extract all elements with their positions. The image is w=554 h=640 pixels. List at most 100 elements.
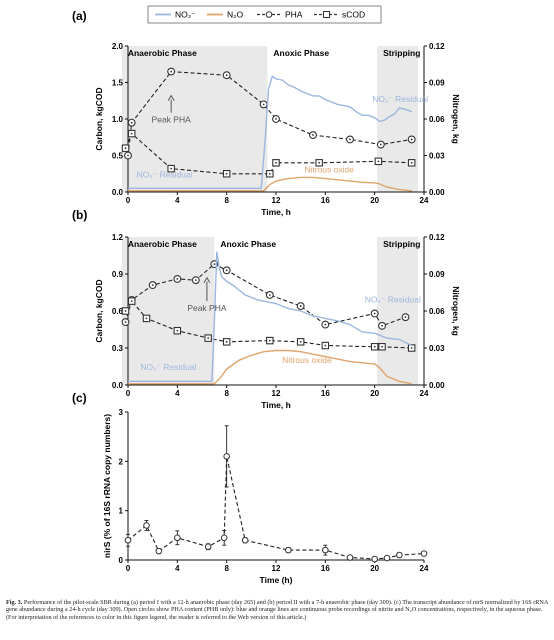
series-nirs-0-point (155, 547, 163, 555)
series-pha-0-point-dot (262, 103, 265, 106)
chart-a: (a) Anaerobic Phase Anoxic Phase Stripping 0… (72, 9, 461, 217)
series-scod-1-point-dot (299, 340, 302, 343)
series-pha-0-point-dot (381, 324, 383, 327)
series-nirs-0-point (220, 534, 228, 542)
x-tick-label: 4 (175, 389, 180, 398)
y2-axis-title: Nitrogen, kg (451, 286, 461, 336)
x-tick-label: 12 (272, 564, 281, 573)
x-tick-label: 4 (175, 564, 180, 573)
series-scod-1-point-dot (410, 161, 413, 164)
series-scod-1-line (124, 132, 412, 175)
x-tick-label: 8 (224, 564, 229, 573)
y-axis-title: Carbon, kgCOD (94, 279, 104, 342)
panel-label: (b) (72, 208, 87, 222)
annotation-1: NO₂⁻ Residual (140, 362, 196, 372)
y-tick-label: 0.9 (112, 270, 124, 279)
legend-pha-marker (265, 11, 273, 18)
y-tick-label: 0.5 (112, 152, 124, 161)
y-tick-label: 0.0 (112, 381, 124, 390)
x-tick-label: 4 (175, 196, 180, 205)
series-pha-0-point-dot (379, 143, 382, 146)
series-nirs-0-point (143, 522, 150, 529)
annotation-0: Peak PHA (187, 303, 227, 313)
series-nirs-0-point (204, 543, 212, 550)
series-scod-1-point-dot (124, 310, 127, 312)
series-pha-0-point-dot (275, 118, 277, 120)
phase-label-0: Anaerobic Phase (128, 48, 197, 58)
x-tick-label: 20 (370, 196, 379, 205)
series-pha-0-point-dot (176, 278, 179, 280)
x-tick-label: 24 (420, 564, 429, 573)
annotation-2: NO₂⁻ Residual (372, 94, 428, 104)
legend-pha-label: PHA (285, 10, 303, 20)
series-pha-0-point-dot (225, 269, 228, 272)
series-pha-0-point-dot (299, 305, 302, 307)
y2-tick-label: 0.12 (429, 42, 445, 51)
y-axis-title: Carbon, kgCOD (94, 87, 104, 150)
series-nirs-0-point (124, 536, 132, 544)
y-tick-label: 2 (119, 457, 124, 466)
series-pha-0-point-dot (194, 279, 197, 282)
figure-caption: Fig. 3. Performance of the pilot-scale S… (6, 599, 548, 621)
series-nirs-0-point (346, 554, 354, 561)
x-axis-title: Time, h (261, 400, 291, 410)
annotation-3: Nitrous oxide (282, 355, 332, 365)
series-no-3-line (128, 349, 412, 385)
y-tick-label: 0 (119, 556, 124, 565)
series-pha-0-point-dot (213, 263, 216, 266)
series-scod-1-point-dot (207, 337, 210, 340)
phase-label-1: Anoxic Phase (273, 48, 329, 58)
x-tick-label: 0 (126, 389, 131, 398)
series-scod-1-point-dot (268, 172, 271, 175)
y-tick-label: 1.2 (112, 233, 124, 242)
y-tick-label: 0.0 (112, 188, 124, 197)
series-scod-1-point-dot (170, 167, 173, 170)
legend: NO₂⁻ N₂O PHA sCOD (147, 5, 382, 24)
series-nirs-0-point (285, 546, 292, 554)
panel-label: (c) (72, 391, 87, 405)
series-scod-1-point-dot (381, 345, 383, 348)
series-nirs-0-point (396, 551, 403, 559)
x-tick-label: 8 (224, 389, 229, 398)
series-pha-0-point-dot (124, 321, 127, 323)
x-tick-label: 8 (224, 196, 229, 205)
series-nirs-0-point (420, 550, 428, 557)
series-scod-1-point-dot (410, 347, 413, 349)
y-axis-title: nirS (% of 16S rRNA copy numbers) (102, 414, 112, 558)
y2-tick-label: 0.06 (429, 115, 445, 124)
legend-no2-label: NO₂⁻ (175, 10, 196, 20)
x-tick-label: 12 (272, 196, 281, 205)
series-pha-0-point-dot (225, 74, 228, 77)
series-scod-1-point-dot (373, 345, 376, 348)
series-pha-0-point-dot (130, 121, 133, 124)
series-no-2-line (128, 75, 412, 189)
series-nirs-0-line (127, 456, 425, 560)
phase-shade-2 (377, 237, 418, 385)
series-pha-0-point-dot (349, 138, 351, 141)
series-pha-0-point-dot (324, 323, 327, 326)
y-tick-label: 0.3 (112, 344, 124, 353)
x-axis-title: Time, h (261, 207, 291, 217)
x-tick-label: 0 (126, 196, 131, 205)
phase-label-2: Stripping (383, 48, 420, 58)
phase-label-1: Anoxic Phase (220, 239, 276, 249)
figure-3: NO₂⁻ N₂O PHA sCOD (a) Anaerobic Phase Anoxic P… (72, 5, 461, 585)
series-nirs-0-point (223, 453, 230, 460)
legend-scod-marker (323, 11, 330, 18)
series-no-2-line (128, 251, 413, 382)
y-tick-label: 1.0 (112, 115, 124, 124)
annotation-arrowhead (203, 276, 211, 283)
y2-tick-label: 0.09 (429, 79, 445, 88)
y-tick-label: 2.0 (112, 42, 124, 51)
y2-tick-label: 0.06 (429, 307, 445, 316)
series-pha-0-line (127, 71, 412, 156)
series-nirs-0-point (322, 546, 329, 554)
y2-tick-label: 0.00 (429, 188, 445, 197)
series-scod-1-point-dot (176, 329, 179, 332)
series-scod-1-point-dot (145, 317, 148, 320)
x-tick-label: 0 (126, 564, 131, 573)
series-pha-0-point-dot (410, 138, 413, 141)
series-nirs-0-point (241, 536, 249, 544)
y2-tick-label: 0.09 (429, 270, 445, 279)
